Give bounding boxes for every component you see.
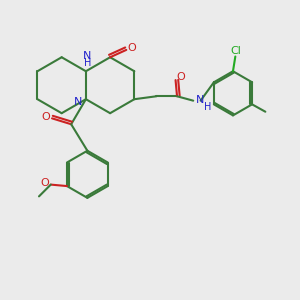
Text: O: O [127, 44, 136, 53]
Text: H: H [204, 102, 212, 112]
Text: O: O [40, 178, 49, 188]
Text: O: O [176, 72, 185, 82]
Text: N: N [74, 97, 82, 107]
Text: Cl: Cl [230, 46, 242, 56]
Text: N: N [196, 95, 204, 105]
Text: H: H [84, 58, 91, 68]
Text: N: N [83, 51, 92, 61]
Text: O: O [42, 112, 50, 122]
